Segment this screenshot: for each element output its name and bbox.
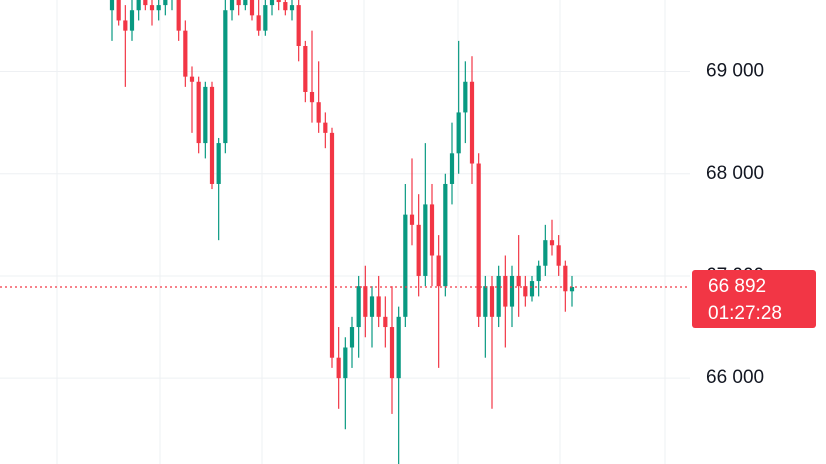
y-tick-label: 68 000 xyxy=(706,163,764,184)
candle-body xyxy=(509,275,515,307)
candle-body xyxy=(109,0,115,11)
candle-body xyxy=(209,86,215,184)
candle-body xyxy=(289,5,295,11)
price-overlay: 66 892 01:27:28 xyxy=(0,269,816,328)
candle-body xyxy=(403,214,408,317)
candle-body xyxy=(463,81,468,113)
candle-body xyxy=(269,0,275,6)
candle-body xyxy=(356,286,361,328)
y-tick-label: 69 000 xyxy=(706,61,764,82)
price-tag-value: 66 892 xyxy=(708,276,766,297)
candle-body xyxy=(436,255,441,287)
candle-body xyxy=(503,275,508,307)
candle-body xyxy=(363,286,368,317)
candle-body xyxy=(556,245,561,266)
candle-body xyxy=(409,214,415,225)
candle-body xyxy=(329,132,335,358)
candle-body xyxy=(516,275,521,287)
candle-body xyxy=(416,224,421,276)
candle-body xyxy=(569,286,575,292)
candle-body xyxy=(443,183,448,287)
candle-body xyxy=(189,76,195,82)
candle-body xyxy=(149,5,155,11)
candle-body xyxy=(549,240,555,246)
candle-body xyxy=(116,0,121,21)
candle-body xyxy=(249,0,255,16)
candle-body xyxy=(389,327,395,379)
candle-body xyxy=(336,357,341,379)
grid xyxy=(0,0,690,464)
candle-body xyxy=(563,265,568,292)
candle-body xyxy=(156,5,161,11)
candle-body xyxy=(369,296,375,317)
candle-body xyxy=(196,81,201,144)
price-tag-countdown: 01:27:28 xyxy=(708,303,782,324)
candle-body xyxy=(123,20,128,31)
candle-body xyxy=(529,281,535,297)
candle-body xyxy=(396,316,401,379)
candle-body xyxy=(143,0,148,6)
candle-body xyxy=(283,2,288,11)
candle-body xyxy=(429,204,435,256)
candle-body xyxy=(276,0,281,3)
candle-body xyxy=(489,286,495,317)
price-tag xyxy=(692,269,816,328)
candle-body xyxy=(129,10,135,31)
candle-body xyxy=(456,112,461,154)
candle-body xyxy=(483,286,488,317)
candle-body xyxy=(296,5,301,46)
candle-body xyxy=(423,204,428,276)
candle-body xyxy=(323,122,328,133)
candle-body xyxy=(256,15,261,31)
candle-body xyxy=(136,0,141,11)
candle-body xyxy=(203,86,208,144)
candle-body xyxy=(236,0,241,6)
candle-body xyxy=(176,0,181,31)
candle-body xyxy=(216,143,221,184)
candle-body xyxy=(349,327,355,348)
candle-body xyxy=(536,265,541,282)
candles xyxy=(109,0,575,464)
candle-body xyxy=(263,5,268,31)
y-tick-label: 66 000 xyxy=(706,367,764,388)
candle-body xyxy=(523,286,528,297)
candle-body xyxy=(449,153,455,184)
candle-body xyxy=(496,275,501,317)
candle-body xyxy=(469,81,475,164)
candle-body xyxy=(543,240,548,266)
candle-body xyxy=(476,163,481,317)
candle-body xyxy=(343,347,348,379)
candle-body xyxy=(229,0,235,11)
candle-body xyxy=(383,316,388,328)
candle-body xyxy=(316,102,321,123)
candle-body xyxy=(183,30,188,77)
candle-body xyxy=(376,296,381,317)
candle-body xyxy=(309,91,315,103)
candle-body xyxy=(223,10,228,144)
candle-body xyxy=(243,0,248,6)
candle-body xyxy=(163,0,168,6)
candle-body xyxy=(303,45,308,92)
